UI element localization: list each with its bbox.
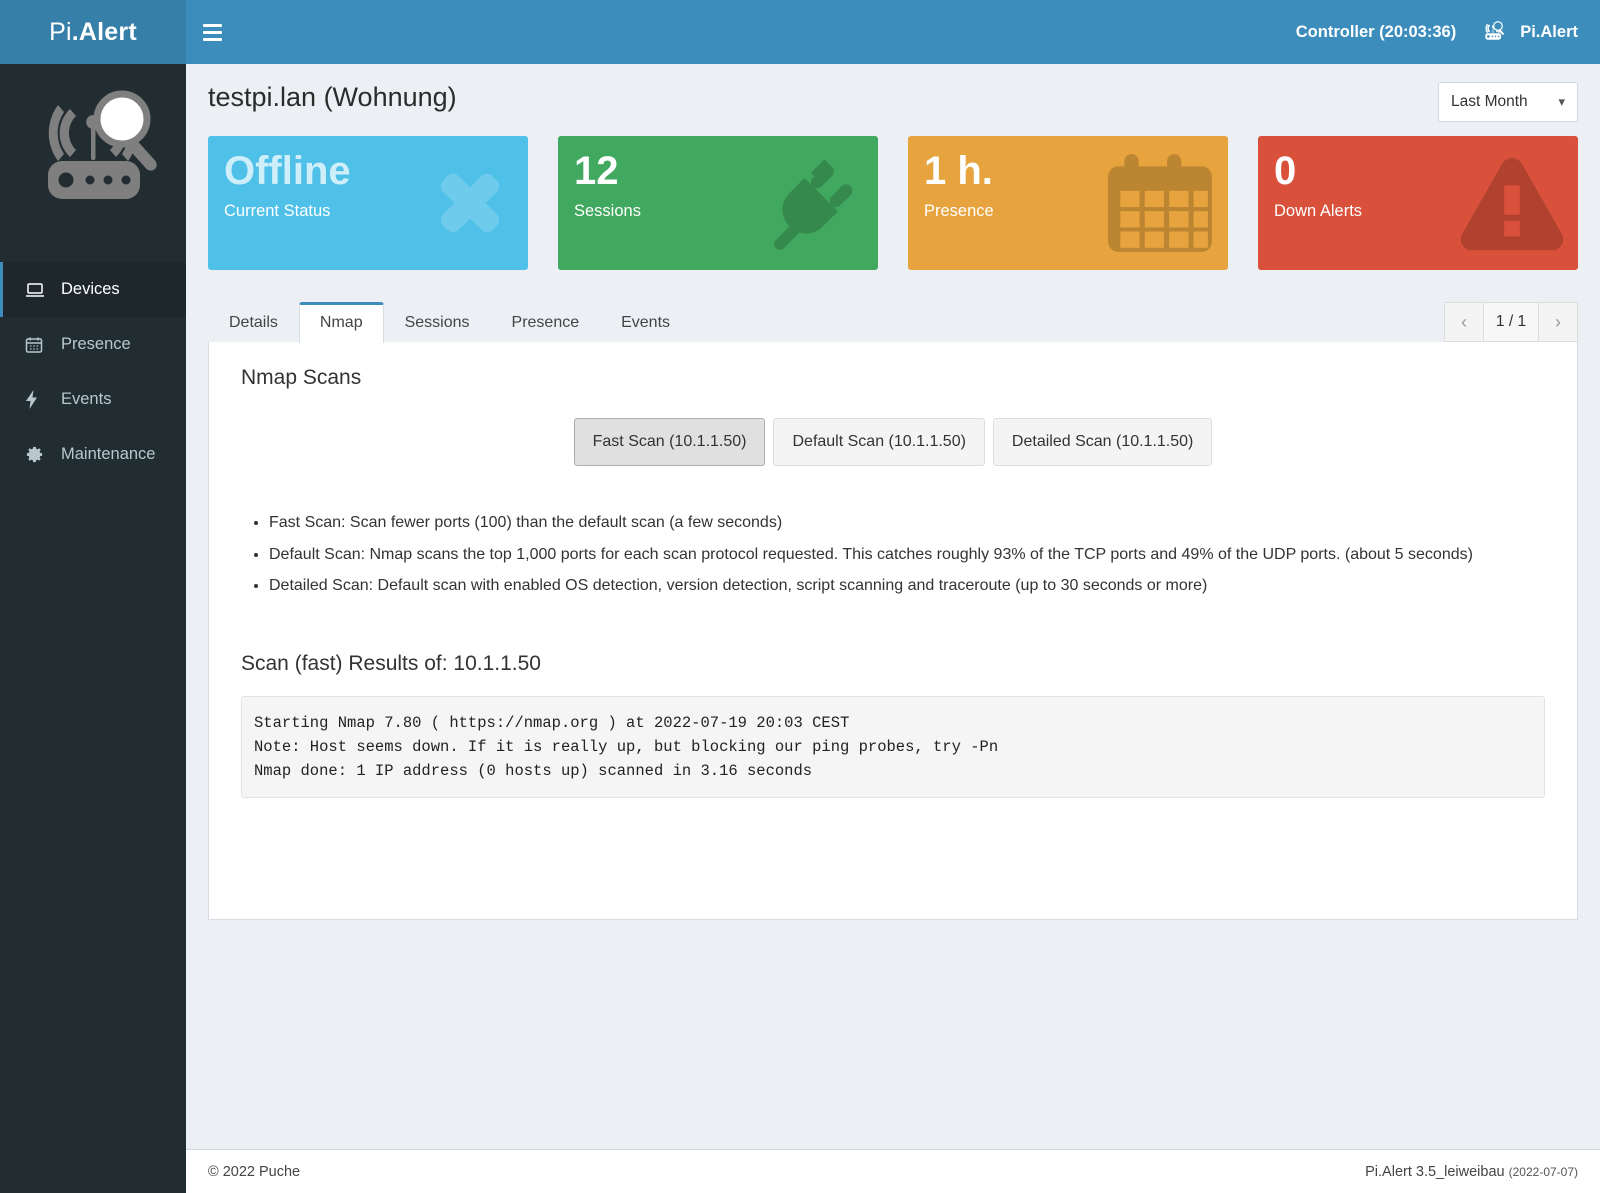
stat-card-current-status[interactable]: Offline Current Status (208, 136, 528, 270)
tab-list: Details Nmap Sessions Presence Events (208, 301, 691, 343)
tab-label: Details (229, 314, 278, 331)
chevron-right-icon[interactable]: › (1538, 302, 1578, 342)
page-header: testpi.lan (Wohnung) Last Month ▾ (208, 64, 1578, 136)
stat-card-label: Down Alerts (1274, 202, 1363, 220)
sidebar-nav: Devices Presence Events (0, 262, 186, 482)
stat-card-sessions[interactable]: 12 Sessions (558, 136, 878, 270)
bolt-icon (25, 390, 47, 409)
period-select[interactable]: Last Month ▾ (1438, 82, 1578, 122)
tab-events[interactable]: Events (600, 302, 691, 343)
gear-icon (25, 445, 47, 464)
sidebar-item-presence[interactable]: Presence (0, 317, 186, 372)
stat-card-down-alerts[interactable]: 0 Down Alerts (1258, 136, 1578, 270)
stat-card-label: Current Status (224, 202, 331, 220)
tab-label: Events (621, 314, 671, 331)
tab-nmap[interactable]: Nmap (298, 302, 384, 343)
tab-label: Nmap (319, 314, 363, 331)
content-wrapper: testpi.lan (Wohnung) Last Month ▾ Offlin… (186, 64, 1600, 1149)
tab-label: Presence (511, 314, 580, 331)
stat-card-value: 0 (1274, 149, 1297, 193)
user-name: Pi.Alert (1520, 22, 1578, 41)
chevron-left-icon[interactable]: ‹ (1444, 302, 1484, 342)
controller-status: Controller (20:03:36) (1295, 22, 1457, 41)
page-title: testpi.lan (Wohnung) (208, 82, 457, 112)
scan-results-output: Starting Nmap 7.80 ( https://nmap.org ) … (241, 695, 1545, 798)
scan-description-list: Fast Scan: Scan fewer ports (100) than t… (269, 512, 1559, 597)
brand-logo[interactable]: Pi .Alert (0, 0, 186, 64)
user-menu[interactable]: Pi.Alert (1478, 20, 1578, 44)
period-select-value: Last Month (1451, 93, 1528, 110)
footer-version-name: Pi.Alert 3.5_leiweibau (1365, 1163, 1505, 1180)
main-area: Controller (20:03:36) (186, 0, 1600, 1193)
stat-card-value: 12 (574, 149, 619, 193)
router-magnifier-icon (1478, 20, 1508, 44)
stat-card-label: Sessions (574, 202, 641, 220)
sidebar: Pi .Alert (0, 0, 186, 1193)
sidebar-item-label: Presence (61, 335, 131, 353)
router-magnifier-icon (0, 64, 186, 244)
list-item: Detailed Scan: Default scan with enabled… (269, 575, 1559, 597)
list-item: Default Scan: Nmap scans the top 1,000 p… (269, 544, 1559, 566)
scan-button-group: Fast Scan (10.1.1.50) Default Scan (10.1… (227, 418, 1559, 466)
detailed-scan-button[interactable]: Detailed Scan (10.1.1.50) (992, 418, 1213, 466)
calendar-icon (25, 336, 47, 354)
page-indicator[interactable]: 1 / 1 (1483, 302, 1539, 342)
topbar-right: Controller (20:03:36) (1296, 20, 1578, 44)
stat-card-value: 1 h. (924, 149, 993, 193)
sidebar-item-maintenance[interactable]: Maintenance (0, 427, 186, 482)
brand-prefix: Pi (49, 17, 72, 46)
stat-card-value: Offline (224, 149, 351, 193)
top-navbar: Controller (20:03:36) (186, 0, 1600, 64)
brand-suffix: .Alert (71, 17, 137, 46)
nmap-panel: Nmap Scans Fast Scan (10.1.1.50) Default… (208, 342, 1578, 920)
stat-cards: Offline Current Status 12 Sessions (208, 136, 1578, 270)
footer: © 2022 Puche Pi.Alert 3.5_leiweibau (202… (186, 1149, 1600, 1193)
plug-icon (762, 151, 866, 255)
footer-copyright: © 2022 Puche (208, 1163, 301, 1180)
chevron-down-icon: ▾ (1558, 94, 1565, 109)
panel-title: Nmap Scans (241, 366, 362, 389)
tab-row: Details Nmap Sessions Presence Events ‹ … (208, 296, 1578, 343)
footer-version-date: (2022-07-07) (1508, 1164, 1578, 1179)
tab-presence[interactable]: Presence (491, 302, 601, 343)
hamburger-icon[interactable] (186, 0, 238, 64)
stat-card-presence[interactable]: 1 h. Presence (908, 136, 1228, 270)
footer-version: Pi.Alert 3.5_leiweibau (2022-07-07) (1365, 1164, 1578, 1180)
sidebar-item-label: Events (61, 390, 112, 408)
fast-scan-button[interactable]: Fast Scan (10.1.1.50) (573, 418, 766, 466)
sidebar-item-devices[interactable]: Devices (0, 262, 186, 317)
default-scan-button[interactable]: Default Scan (10.1.1.50) (773, 418, 985, 466)
times-cross-icon (424, 157, 516, 249)
laptop-icon (25, 282, 47, 298)
tab-details[interactable]: Details (208, 302, 299, 343)
pagination: ‹ 1 / 1 › (1444, 302, 1578, 342)
list-item: Fast Scan: Scan fewer ports (100) than t… (269, 512, 1559, 534)
tab-sessions[interactable]: Sessions (384, 302, 491, 343)
warning-triangle-icon (1458, 153, 1566, 253)
stat-card-label: Presence (924, 202, 994, 220)
calendar-icon (1104, 151, 1216, 255)
tab-label: Sessions (404, 314, 470, 331)
sidebar-item-label: Maintenance (61, 445, 156, 463)
sidebar-item-events[interactable]: Events (0, 372, 186, 427)
sidebar-item-label: Devices (61, 280, 120, 298)
scan-results-title: Scan (fast) Results of: 10.1.1.50 (241, 651, 541, 675)
